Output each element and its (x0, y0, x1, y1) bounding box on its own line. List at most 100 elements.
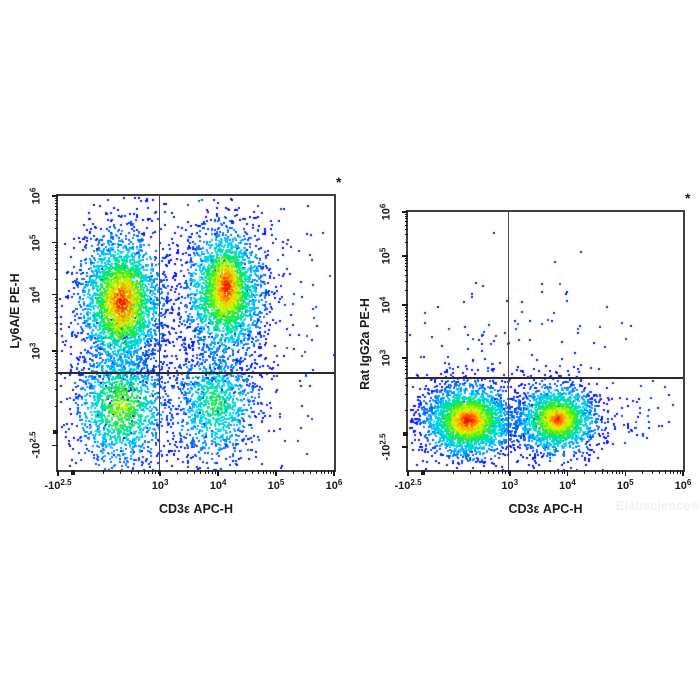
y-tick-label: -102.5 (28, 431, 43, 459)
y-minor-tick (404, 331, 408, 333)
y-tick-label: -102.5 (378, 433, 393, 461)
x-minor-tick (652, 470, 654, 474)
y-major-tick (402, 357, 408, 359)
x-minor-tick (330, 470, 332, 474)
x-minor-tick (642, 470, 644, 474)
y-minor-tick (54, 214, 58, 216)
x-minor-tick (487, 470, 489, 474)
y-major-tick (52, 293, 58, 296)
x-minor-tick (177, 470, 178, 474)
x-minor-tick (497, 470, 499, 474)
x-minor-tick (245, 470, 247, 474)
y-minor-tick (54, 389, 58, 391)
y-minor-tick (404, 221, 408, 223)
x-minor-tick (659, 470, 661, 474)
x-major-tick (624, 470, 626, 476)
y-minor-tick (54, 209, 58, 211)
x-minor-tick (452, 470, 454, 474)
y-tick-label: 103 (378, 349, 393, 367)
y-minor-tick (404, 312, 408, 314)
y-minor-tick (54, 311, 58, 313)
x-minor-tick (270, 470, 272, 474)
x-thick-tick (421, 470, 426, 475)
y-minor-tick (404, 289, 408, 291)
x-minor-tick (194, 470, 196, 474)
x-minor-tick (143, 470, 145, 474)
x-major-tick (217, 470, 219, 476)
y-minor-tick (404, 373, 408, 375)
significance-asterisk-left: * (336, 174, 342, 190)
y-minor-tick (54, 219, 58, 221)
x-minor-tick (493, 470, 495, 474)
y-minor-tick (404, 384, 408, 386)
x-minor-tick (320, 470, 322, 474)
y-major-tick (52, 444, 58, 447)
x-minor-tick (526, 470, 528, 474)
quadrant-gate-vertical-line-right (507, 212, 510, 470)
y-tick-label: 106 (28, 187, 43, 205)
x-minor-tick (258, 470, 260, 474)
y-minor-tick (54, 359, 58, 361)
y-minor-tick (404, 242, 408, 244)
quadrant-gate-vertical-line-left (158, 196, 161, 470)
x-minor-tick (137, 470, 139, 474)
x-minor-tick (564, 470, 566, 474)
y-minor-tick (404, 410, 408, 412)
y-minor-tick (404, 365, 408, 367)
x-minor-tick (152, 470, 154, 474)
y-tick-label: 106 (378, 203, 393, 221)
y-minor-tick (54, 200, 58, 202)
x-minor-tick (607, 470, 609, 474)
y-minor-tick (404, 320, 408, 322)
x-minor-tick (208, 470, 210, 474)
y-minor-tick (404, 359, 408, 361)
x-tick-label: 104 (559, 478, 576, 492)
x-minor-tick (665, 470, 667, 474)
y-major-tick (402, 304, 408, 306)
x-minor-tick (155, 470, 157, 474)
x-minor-tick (252, 470, 254, 474)
y-major-tick (402, 255, 408, 257)
y-minor-tick (404, 257, 408, 259)
x-minor-tick (327, 470, 329, 474)
quadrant-gate-horizontal-line-right (408, 376, 683, 379)
significance-asterisk-right: * (685, 190, 691, 206)
y-tick-label: 105 (378, 247, 393, 265)
x-minor-tick (584, 470, 586, 474)
x-thick-tick (71, 470, 76, 475)
x-minor-tick (130, 470, 132, 474)
y-minor-tick (54, 316, 58, 318)
y-thick-tick (53, 429, 58, 434)
y-axis-title-left: Ly6A/E PE-H (8, 273, 22, 349)
x-minor-tick (234, 470, 236, 474)
y-minor-tick (404, 266, 408, 268)
y-minor-tick (54, 355, 58, 357)
y-minor-tick (54, 197, 58, 199)
x-major-tick (333, 470, 335, 476)
x-tick-label: 103 (151, 478, 169, 492)
y-minor-tick (54, 379, 58, 381)
x-minor-tick (679, 470, 681, 474)
y-minor-tick (404, 213, 408, 215)
x-minor-tick (292, 470, 294, 474)
y-tick-label: 104 (28, 286, 43, 303)
x-minor-tick (505, 470, 507, 474)
x-minor-tick (214, 470, 216, 474)
x-minor-tick (507, 470, 509, 474)
y-minor-tick (54, 306, 58, 308)
y-major-tick (52, 350, 58, 352)
x-minor-tick (677, 470, 678, 474)
x-tick-label: 105 (616, 478, 634, 492)
y-minor-tick (54, 228, 58, 230)
x-minor-tick (187, 470, 189, 474)
x-minor-tick (204, 470, 206, 474)
y-minor-tick (404, 274, 408, 276)
x-minor-tick (480, 470, 482, 474)
x-major-tick (682, 470, 684, 476)
x-minor-tick (622, 470, 623, 474)
x-tick-label: 106 (325, 478, 343, 492)
watermark: Elabscience® (616, 499, 700, 513)
y-minor-tick (404, 260, 408, 261)
y-minor-tick (54, 244, 58, 246)
